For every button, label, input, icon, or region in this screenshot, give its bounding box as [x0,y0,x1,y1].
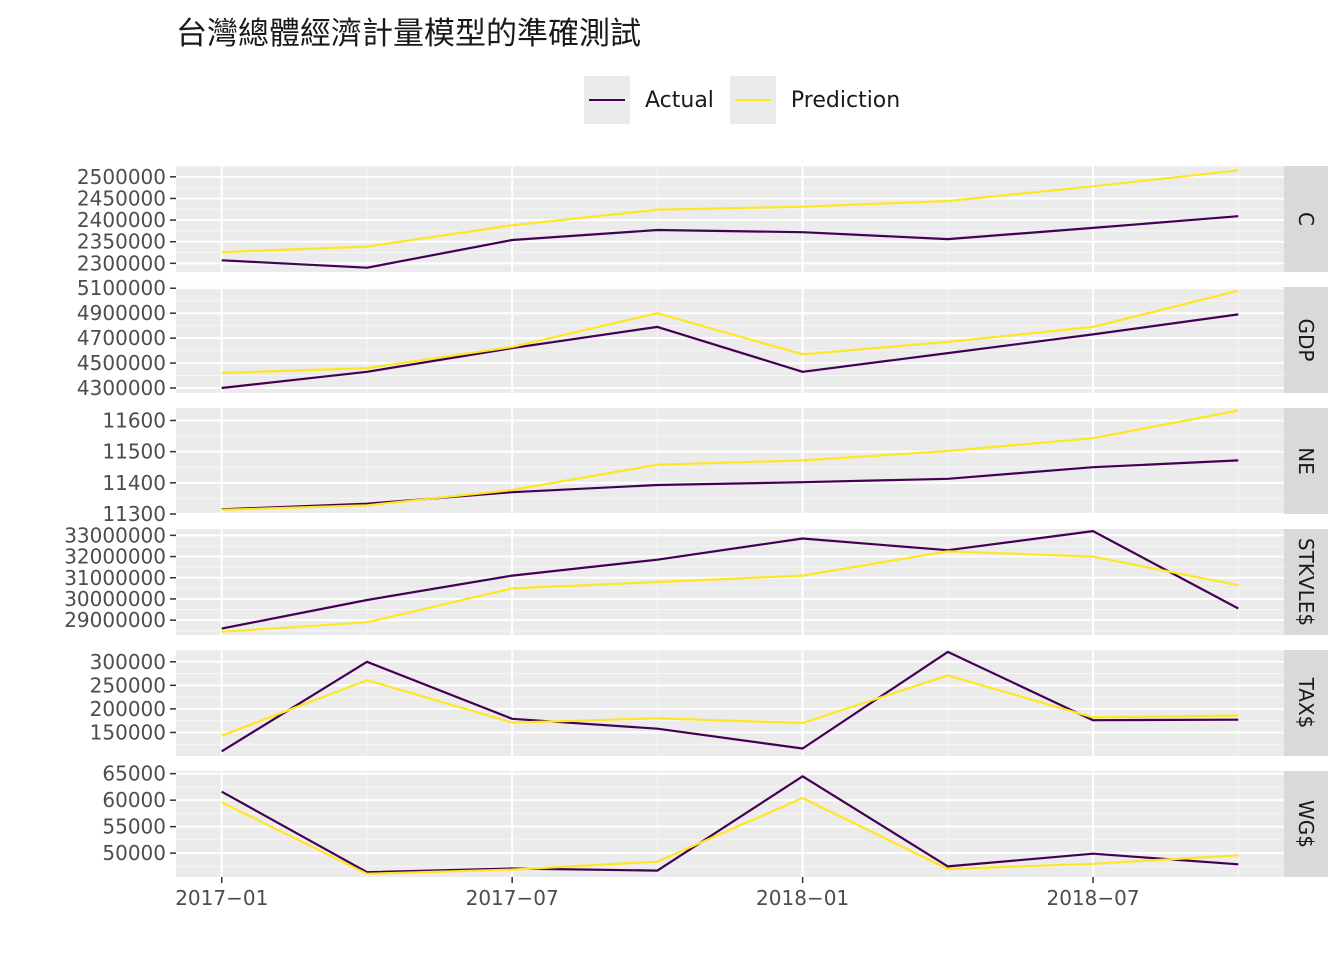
legend: Actual Prediction [584,76,916,124]
y-tick-label: 2350000 [77,230,166,254]
facet-strip [1284,287,1328,393]
legend-label-prediction: Prediction [790,87,901,113]
legend-key-actual [584,76,630,124]
y-tick-label: 33000000 [64,523,166,547]
y-tick-label: 5100000 [77,276,166,300]
y-tick-label: 29000000 [64,608,166,632]
series-line-actual [221,529,1239,630]
panel-stkvle: 2900000030000000310000003200000033000000… [64,523,1328,635]
chart-title: 台灣總體經濟計量模型的準確測試 [176,16,641,52]
y-tick-label: 150000 [90,720,166,744]
series-line-prediction [221,289,1239,375]
y-tick-label: 32000000 [64,545,166,569]
y-tick-label: 65000 [102,762,166,786]
facet-strip-label: GDP [1294,319,1318,362]
facet-strip [1284,408,1328,514]
legend-label-actual: Actual [645,87,714,113]
facet-strip-label: STKVLE$ [1294,538,1318,626]
y-tick-label: 11300 [102,502,166,526]
series-line-prediction [221,169,1239,254]
panel-ne: 11300 11400 11500 11600 NE [102,408,1328,526]
legend-key-prediction [729,76,776,124]
y-tick-label: 4300000 [77,376,166,400]
facet-strip [1284,771,1328,877]
facet-strip-label: C [1294,212,1318,226]
legend-item-prediction: Prediction [729,76,916,124]
facet-strip-label: NE [1294,447,1318,475]
facet-strip-label: WG$ [1294,800,1318,848]
y-tick-label: 2400000 [77,208,166,232]
series-line-prediction [221,409,1239,511]
series-line-actual [221,313,1239,390]
y-tick-label: 4700000 [77,326,166,350]
panel-background [176,166,1284,272]
panel-background [176,529,1284,635]
x-tick-label: 2018−07 [1046,886,1139,910]
y-tick-label: 50000 [102,841,166,865]
y-tick-label: 11600 [102,408,166,432]
y-tick-label: 2500000 [77,165,166,189]
facet-strip [1284,650,1328,756]
y-tick-label: 31000000 [64,566,166,590]
legend-item-actual: Actual [584,76,730,124]
y-tick-label: 2450000 [77,186,166,210]
y-tick-label: 200000 [90,697,166,721]
panel-background [176,287,1284,393]
x-tick-label: 2018−01 [756,886,849,910]
series-line-actual [221,215,1239,269]
series-line-prediction [221,796,1239,875]
panel-background [176,650,1284,756]
y-tick-label: 4500000 [77,351,166,375]
panel-background [176,408,1284,514]
y-tick-label: 11500 [102,440,166,464]
x-tick-label: 2017−07 [466,886,559,910]
series-line-actual [221,650,1239,753]
series-line-prediction [221,550,1239,633]
y-tick-label: 11400 [102,471,166,495]
y-tick-label: 2300000 [77,251,166,275]
series-line-prediction [221,674,1239,737]
y-tick-label: 250000 [90,673,166,697]
y-tick-label: 55000 [102,815,166,839]
series-line-actual [221,775,1239,874]
facet-strip [1284,529,1328,635]
y-tick-label: 300000 [90,650,166,674]
y-tick-label: 30000000 [64,587,166,611]
y-tick-label: 4900000 [77,301,166,325]
x-tick-label: 2017−01 [175,886,268,910]
y-tick-label: 60000 [102,788,166,812]
facet-strip [1284,166,1328,272]
facet-strip-label: TAX$ [1294,677,1318,729]
